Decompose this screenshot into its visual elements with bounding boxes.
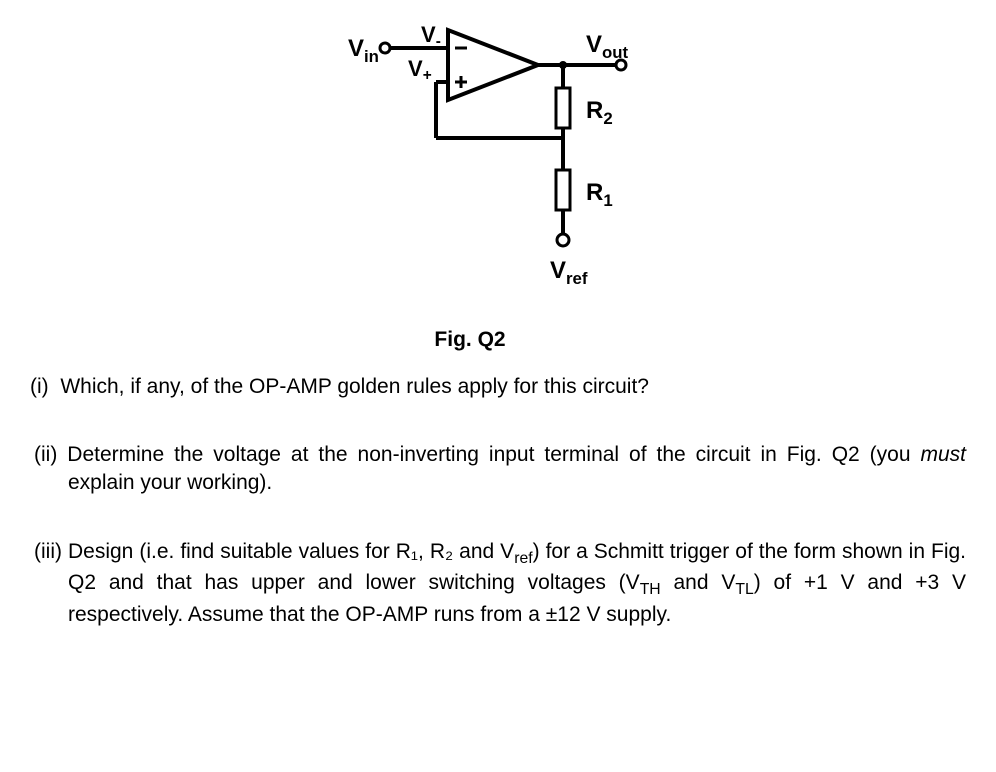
question-i: (i) Which, if any, of the OP-AMP golden … <box>30 373 966 401</box>
question-iii-text1: Design (i.e. find suitable values for R₁… <box>68 540 514 563</box>
label-vref: Vref <box>550 257 588 288</box>
question-iii-sub1: ref <box>514 550 532 567</box>
label-vplus: V+ <box>408 56 432 84</box>
question-ii-num: (ii) <box>34 443 57 466</box>
question-iii-sub3: TL <box>735 581 753 598</box>
question-ii-emph: must <box>920 443 966 466</box>
resistor-r1 <box>556 170 570 210</box>
figure-caption: Fig. Q2 <box>410 326 530 354</box>
label-r2: R2 <box>586 97 613 128</box>
question-i-text: Which, if any, of the OP-AMP golden rule… <box>60 375 649 398</box>
question-i-num: (i) <box>30 375 49 398</box>
label-vminus: V- <box>421 22 441 50</box>
label-r1: R1 <box>586 179 613 210</box>
opamp-schematic: Vin V- V+ Vout R2 R1 Vref <box>318 20 678 310</box>
question-iii: (iii) Design (i.e. find suitable values … <box>30 538 966 629</box>
question-iii-num: (iii) <box>34 540 62 563</box>
question-ii-text2: explain your working). <box>68 471 272 494</box>
label-vout: Vout <box>586 31 629 62</box>
question-ii: (ii) Determine the voltage at the non-in… <box>30 441 966 498</box>
resistor-r2 <box>556 88 570 128</box>
question-iii-sub2: TH <box>640 581 661 598</box>
terminal-vref <box>557 234 569 246</box>
question-ii-text1: Determine the voltage at the non-inverti… <box>67 443 920 466</box>
question-iii-text3: and V <box>661 571 736 594</box>
label-vin: Vin <box>348 35 379 66</box>
terminal-vin <box>380 43 390 53</box>
opamp-body <box>448 30 538 100</box>
figure-q2: Vin V- V+ Vout R2 R1 Vref <box>30 20 966 318</box>
